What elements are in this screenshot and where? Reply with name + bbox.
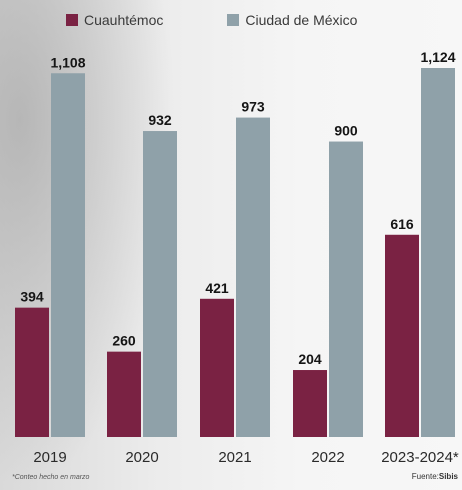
data-label-ciudad-de-m-xico-2020: 932 <box>148 112 172 128</box>
source-name: Sibis <box>438 472 458 481</box>
bar-cuauht-moc-2019 <box>15 307 49 437</box>
data-label-cuauht-moc-2019: 394 <box>20 289 44 305</box>
footnote: *Conteo hecho en marzo <box>12 474 90 481</box>
data-label-ciudad-de-m-xico-2022: 900 <box>334 123 358 139</box>
legend-swatch-cuauhtemoc <box>66 14 78 26</box>
bar-cuauht-moc-2020 <box>107 351 141 437</box>
source-prefix: Fuente: <box>411 472 439 481</box>
legend-label-cuauhtemoc: Cuauhtémoc <box>84 12 164 28</box>
data-label-cuauht-moc-2020: 260 <box>112 333 136 349</box>
x-tick-label-2021: 2021 <box>218 449 251 466</box>
bar-cuauht-moc-2021 <box>200 298 234 437</box>
data-label-ciudad-de-m-xico-2021: 973 <box>241 99 265 115</box>
bar-cuauht-moc-2023-2024 <box>385 234 419 437</box>
legend: Cuauhtémoc Ciudad de México <box>66 8 357 32</box>
data-label-cuauht-moc-2022: 204 <box>298 351 322 367</box>
data-label-ciudad-de-m-xico-2019: 1,108 <box>50 54 85 70</box>
bar-ciudad-de-m-xico-2022 <box>329 141 363 438</box>
legend-item-cdmx: Ciudad de México <box>227 12 357 28</box>
data-label-cuauht-moc-2023-2024: 616 <box>390 216 414 232</box>
bar-ciudad-de-m-xico-2020 <box>143 131 177 437</box>
bar-cuauht-moc-2022 <box>293 370 327 437</box>
legend-item-cuauhtemoc: Cuauhtémoc <box>66 12 163 28</box>
bar-ciudad-de-m-xico-2021 <box>236 117 270 437</box>
source-credit: Fuente:Sibis <box>412 472 458 481</box>
data-label-ciudad-de-m-xico-2023-2024: 1,124 <box>420 49 455 65</box>
legend-swatch-cdmx <box>227 14 240 26</box>
x-tick-label-2020: 2020 <box>125 449 158 466</box>
x-tick-label-2022: 2022 <box>311 449 344 466</box>
bar-ciudad-de-m-xico-2023-2024 <box>421 68 455 437</box>
x-tick-label-2023-2024: 2023-2024* <box>381 449 459 466</box>
x-tick-label-2019: 2019 <box>33 449 66 466</box>
bar-ciudad-de-m-xico-2019 <box>51 73 85 437</box>
legend-label-cdmx: Ciudad de México <box>245 12 358 28</box>
data-label-cuauht-moc-2021: 421 <box>205 280 229 296</box>
